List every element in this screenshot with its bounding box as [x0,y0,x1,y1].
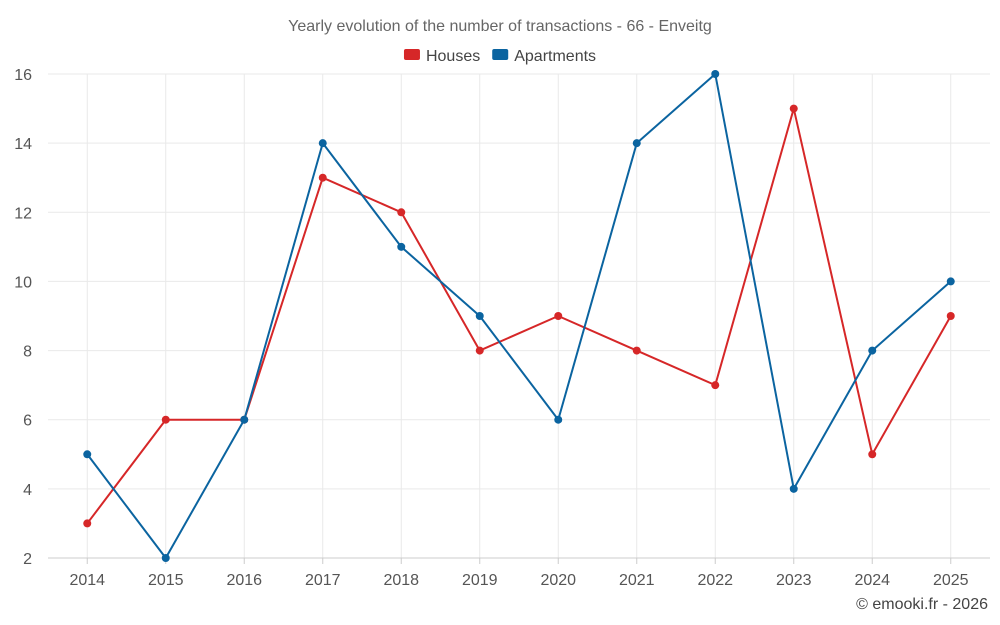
apartments-data-point[interactable] [318,139,327,148]
houses-data-point[interactable] [789,104,798,113]
apartments-data-point[interactable] [632,139,641,148]
legend-item-apartments[interactable]: Apartments [492,48,596,65]
y-tick-label: 4 [23,482,32,499]
apartments-series-line [86,73,952,559]
x-tick-label: 2025 [933,572,969,589]
apartments-data-point[interactable] [789,484,798,493]
legend: Houses Apartments [403,48,596,65]
credit-text: © emooki.fr - 2026 [856,596,988,613]
houses-series-line [86,107,952,525]
x-tick-label: 2022 [697,572,733,589]
y-tick-label: 8 [23,344,32,361]
y-tick-label: 10 [14,274,32,291]
apartments-data-point[interactable] [475,312,484,320]
series-layer [83,70,955,562]
houses-data-point[interactable] [397,208,406,217]
houses-data-point[interactable] [554,312,563,320]
x-tick-label: 2023 [776,572,812,589]
apartments-data-point[interactable] [868,346,877,355]
x-tick-label: 2024 [854,572,890,589]
y-tick-label: 14 [14,136,32,153]
y-tick-label: 12 [14,205,32,222]
apartments-data-point[interactable] [946,277,955,286]
x-tick-label: 2015 [148,572,184,589]
houses-data-point[interactable] [161,415,170,424]
y-tick-label: 2 [23,551,32,568]
legend-item-houses[interactable]: Houses [403,48,480,65]
x-tick-label: 2021 [619,572,655,589]
apartments-data-point[interactable] [83,450,92,459]
chart-title: Yearly evolution of the number of transa… [288,18,712,35]
legend-label: Apartments [514,48,596,65]
x-tick-label: 2019 [462,572,498,589]
y-axis: 2 4 6 8 10 12 14 16 [14,67,32,568]
houses-data-point[interactable] [83,519,92,528]
x-tick-label: 2016 [226,572,262,589]
houses-data-point[interactable] [475,346,484,355]
apartments-data-point[interactable] [397,242,406,251]
apartments-data-point[interactable] [161,554,170,562]
apartments-data-point[interactable] [240,415,249,424]
x-tick-label: 2014 [69,572,105,589]
houses-data-point[interactable] [632,346,641,355]
houses-data-point[interactable] [318,173,327,182]
x-tick-label: 2018 [383,572,419,589]
y-tick-label: 16 [14,67,32,84]
gridlines [48,73,990,559]
x-axis: 2014 2015 2016 2017 2018 2019 2020 2021 2022 2023… [48,557,990,589]
y-tick-label: 6 [23,413,32,430]
apartments-data-point[interactable] [711,70,720,78]
legend-swatch [492,49,509,60]
houses-data-point[interactable] [711,381,720,390]
houses-data-point[interactable] [946,312,955,320]
apartments-data-point[interactable] [554,415,563,424]
houses-data-point[interactable] [868,450,877,459]
x-tick-label: 2017 [305,572,341,589]
x-tick-label: 2020 [540,572,576,589]
legend-label: Houses [426,48,480,65]
legend-swatch [403,49,420,60]
